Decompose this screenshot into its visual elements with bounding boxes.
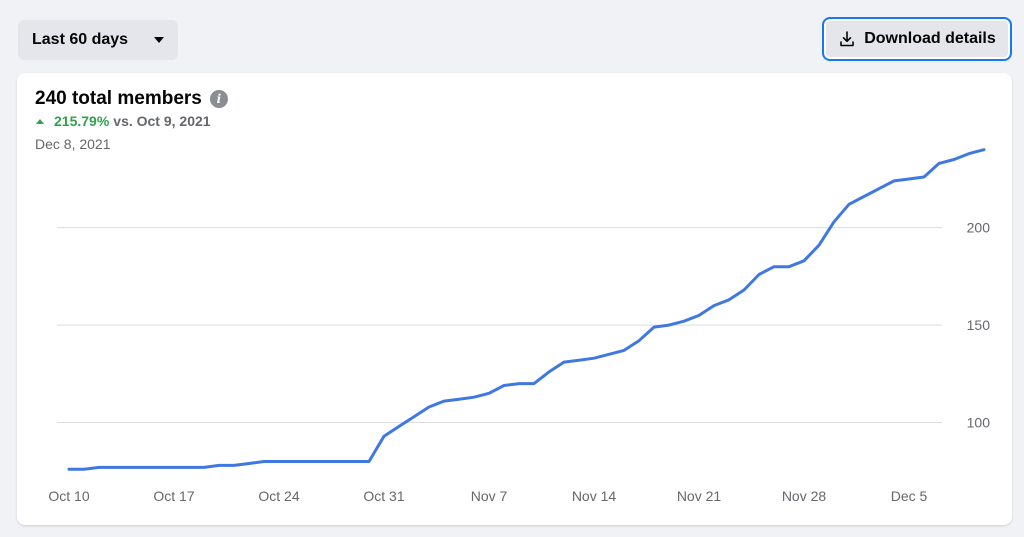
caret-down-icon — [154, 37, 164, 43]
change-percentage: 215.79% — [54, 113, 110, 129]
date-range-dropdown[interactable]: Last 60 days — [18, 20, 178, 60]
current-date-label: Dec 8, 2021 — [35, 136, 111, 152]
x-tick-label: Oct 10 — [48, 488, 89, 504]
members-chart-card: 240 total members i 215.79% vs. Oct 9, 2… — [17, 73, 1012, 525]
x-tick-label: Nov 21 — [677, 488, 722, 504]
y-tick-label: 200 — [967, 220, 991, 236]
members-line-chart: 100 150 200 Oct 10 Oct 17 Oct 24 Oct 31 Nov 7 No… — [48, 148, 991, 504]
info-icon[interactable]: i — [209, 90, 228, 108]
date-range-label: Last 60 days — [32, 31, 129, 48]
download-icon — [840, 31, 855, 47]
x-tick-label: Oct 24 — [258, 488, 299, 504]
download-details-label: Download details — [864, 30, 996, 47]
x-tick-label: Nov 7 — [471, 488, 508, 504]
total-members-title: 240 total members — [35, 88, 202, 109]
members-series-line — [67, 148, 986, 471]
change-summary: 215.79% vs. Oct 9, 2021 — [36, 113, 211, 129]
download-details-button[interactable]: Download details — [822, 17, 1012, 61]
x-tick-label: Oct 17 — [153, 488, 194, 504]
total-members-heading: 240 total members i — [35, 88, 228, 110]
x-tick-label: Oct 31 — [363, 488, 404, 504]
x-tick-label: Nov 28 — [782, 488, 827, 504]
change-comparison: vs. Oct 9, 2021 — [113, 113, 211, 129]
arrow-up-icon — [36, 118, 44, 124]
y-tick-label: 150 — [967, 317, 991, 333]
x-tick-label: Nov 14 — [572, 488, 617, 504]
x-tick-label: Dec 5 — [891, 488, 928, 504]
y-tick-label: 100 — [967, 415, 991, 431]
